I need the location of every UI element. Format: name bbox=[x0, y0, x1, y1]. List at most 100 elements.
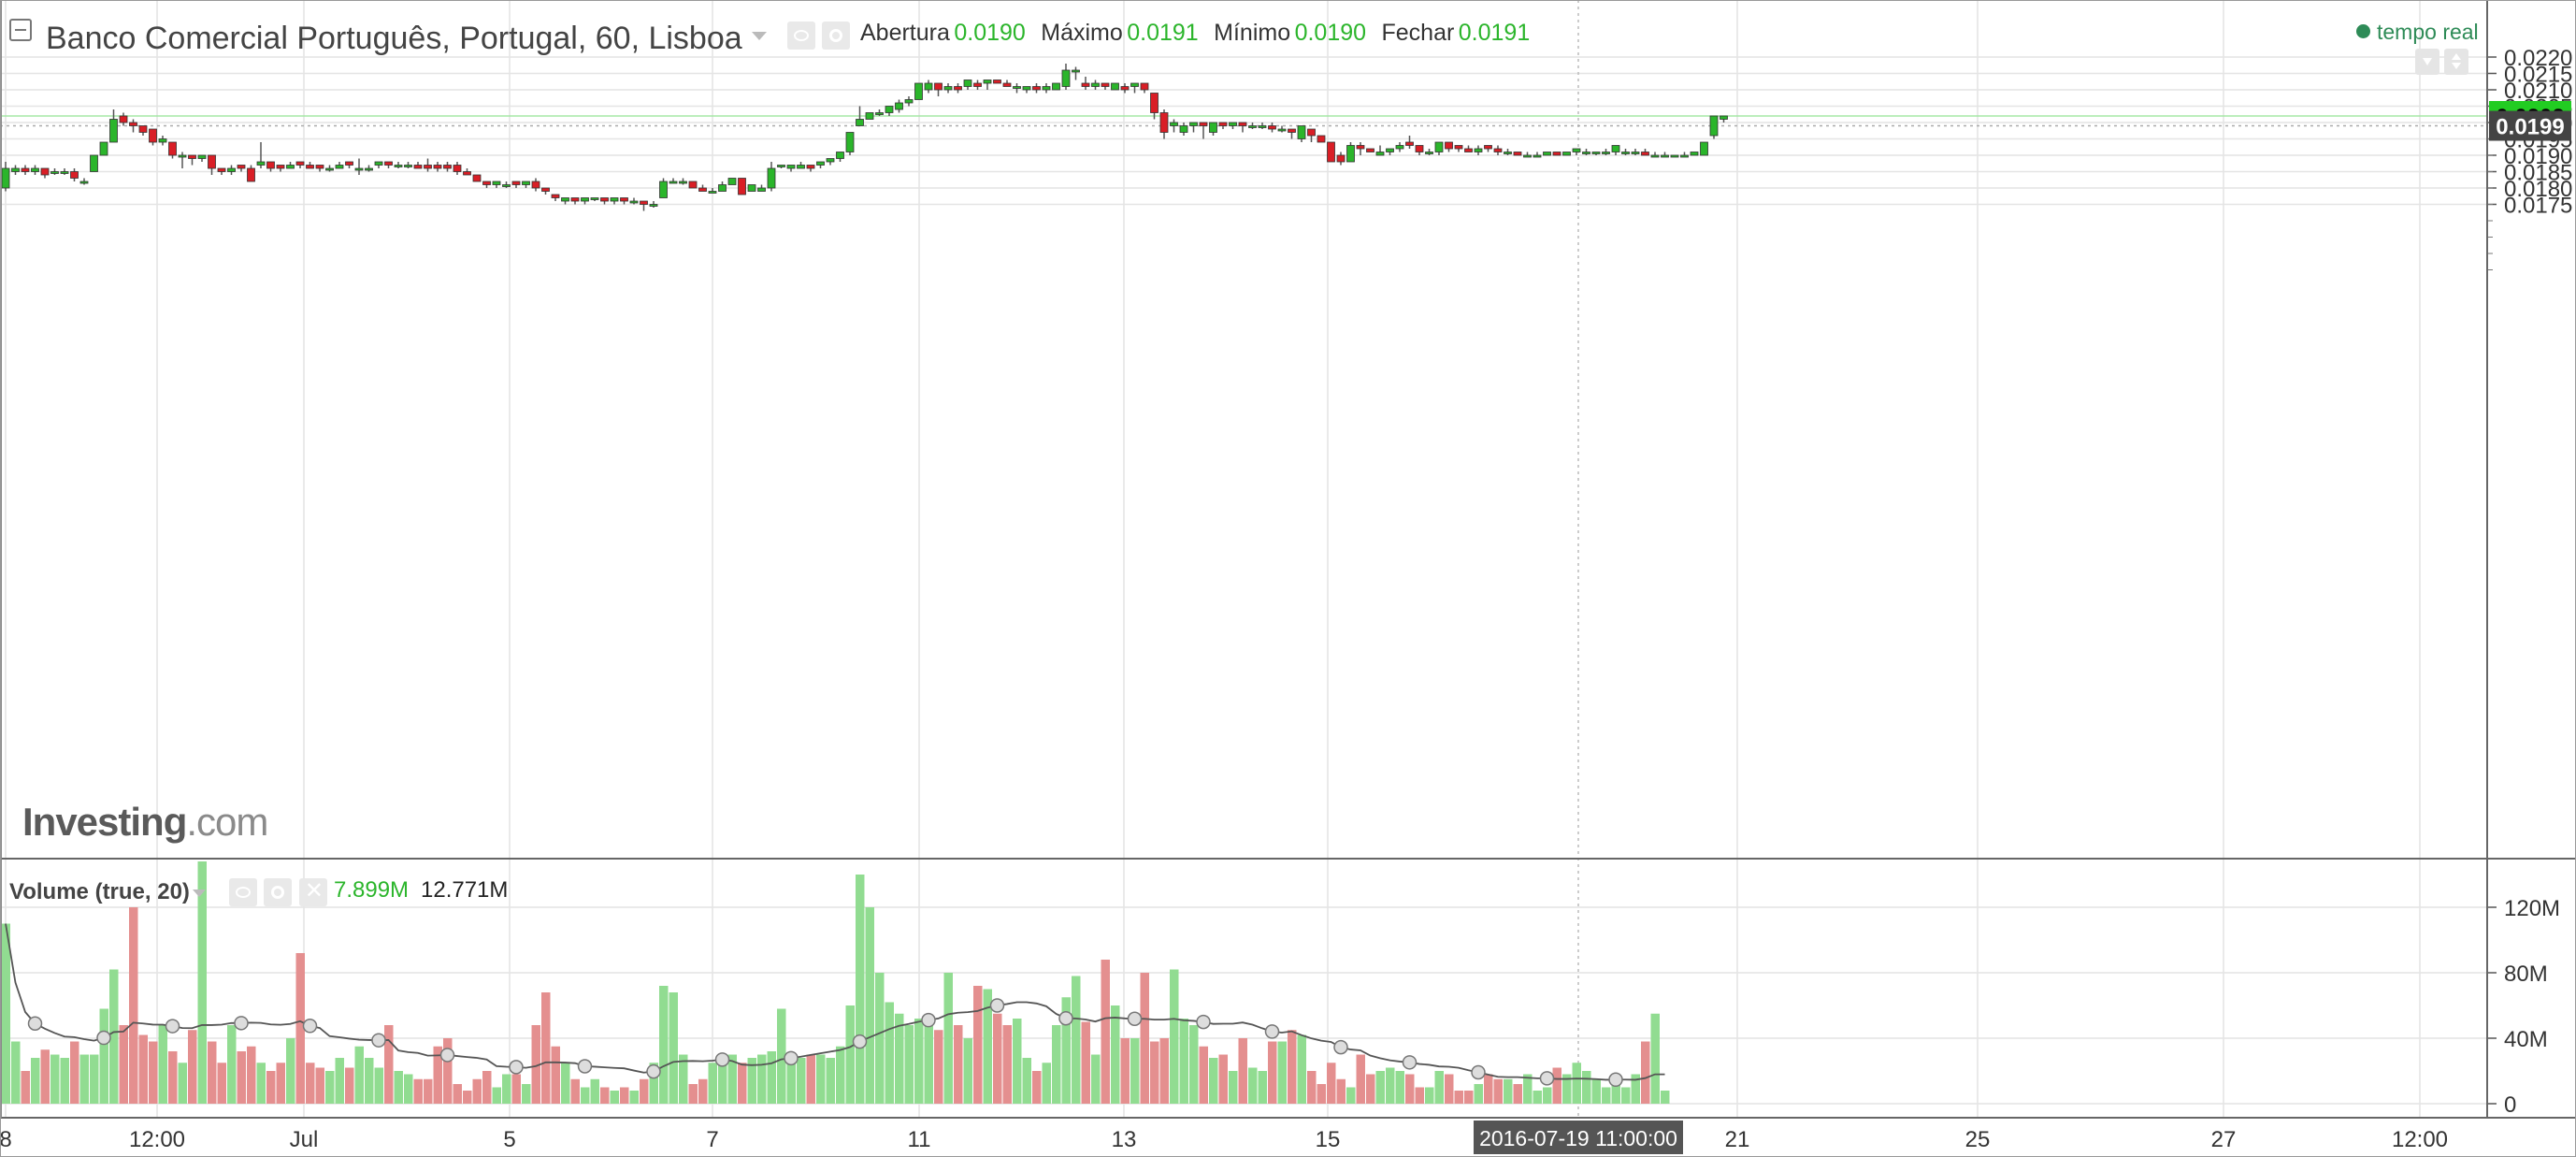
candle-down bbox=[934, 82, 943, 91]
volume-ma-marker bbox=[1127, 1011, 1143, 1027]
candle-down bbox=[1002, 82, 1012, 87]
volume-bar-down bbox=[208, 1041, 217, 1104]
volume-bar-up bbox=[610, 1091, 619, 1104]
volume-gear-icon[interactable] bbox=[264, 878, 293, 906]
candle-down bbox=[1336, 154, 1346, 163]
candle-down bbox=[472, 174, 482, 182]
time-tick-label: 5 bbox=[503, 1127, 515, 1152]
volume-ma-marker bbox=[852, 1034, 868, 1049]
volume-bar-up bbox=[11, 1041, 21, 1104]
candle-down bbox=[551, 194, 560, 198]
candle-down bbox=[954, 86, 962, 91]
volume-bar-down bbox=[620, 1087, 629, 1104]
volume-bar-up bbox=[904, 1025, 914, 1104]
candle-down bbox=[511, 181, 521, 185]
candle-up bbox=[914, 82, 923, 100]
candle-up bbox=[1523, 154, 1532, 158]
candle-down bbox=[806, 165, 815, 169]
volume-bar-up bbox=[365, 1058, 374, 1104]
volume-bar-up bbox=[757, 1054, 767, 1104]
volume-bar-up bbox=[1474, 1084, 1483, 1104]
gear-icon[interactable] bbox=[822, 22, 851, 50]
volume-bar-up bbox=[1425, 1087, 1434, 1104]
volume-eye-icon[interactable] bbox=[229, 878, 257, 906]
candle-up bbox=[836, 152, 844, 159]
volume-bar-up bbox=[885, 1002, 894, 1104]
volume-bar-up bbox=[1, 923, 10, 1104]
volume-bar-up bbox=[914, 1019, 924, 1104]
price-tick-label: 0.0210 bbox=[2504, 79, 2572, 104]
candle-up bbox=[1061, 69, 1071, 87]
volume-bar-down bbox=[276, 1063, 285, 1104]
candle-down bbox=[531, 181, 540, 189]
candle-up bbox=[816, 161, 825, 166]
candle-up bbox=[1650, 154, 1660, 158]
volume-bar-up bbox=[1562, 1074, 1572, 1104]
volume-bar-up bbox=[286, 1038, 295, 1104]
candle-up bbox=[629, 200, 639, 204]
price-tick-label: 0.0190 bbox=[2504, 144, 2572, 169]
candle-up bbox=[1052, 82, 1060, 91]
candle-down bbox=[688, 181, 698, 189]
candle-down bbox=[1513, 152, 1522, 156]
candle-down bbox=[168, 141, 177, 156]
candle-up bbox=[885, 106, 894, 113]
volume-bar-up bbox=[1346, 1087, 1356, 1104]
volume-bar-up bbox=[1395, 1071, 1404, 1104]
volume-bar-down bbox=[806, 1054, 815, 1104]
volume-bar-up bbox=[895, 1013, 904, 1104]
ohlc-close-value: 0.0191 bbox=[1458, 20, 1531, 46]
candle-up bbox=[1022, 86, 1031, 91]
collapse-pane-icon[interactable] bbox=[9, 19, 32, 41]
volume-bar-down bbox=[1493, 1078, 1503, 1104]
volume-value: 7.899M bbox=[334, 877, 410, 903]
volume-bar-up bbox=[325, 1071, 335, 1104]
volume-bar-down bbox=[511, 1074, 521, 1104]
volume-chevron-down-icon[interactable] bbox=[193, 889, 206, 897]
candle-up bbox=[1661, 154, 1669, 158]
volume-bar-up bbox=[816, 1054, 826, 1104]
volume-bar-down bbox=[1159, 1038, 1169, 1104]
volume-bar-down bbox=[1032, 1071, 1042, 1104]
candle-up bbox=[1091, 82, 1100, 87]
volume-bar-up bbox=[747, 1058, 756, 1104]
eye-icon[interactable] bbox=[787, 22, 815, 50]
candle-up bbox=[354, 167, 364, 171]
candle-up bbox=[708, 191, 717, 194]
volume-bar-down bbox=[640, 1078, 649, 1104]
candle-down bbox=[424, 165, 432, 169]
candle-up bbox=[404, 165, 412, 167]
volume-bar-up bbox=[924, 1021, 933, 1104]
chevron-down-icon[interactable] bbox=[752, 32, 767, 40]
scroll-down-icon[interactable] bbox=[2415, 49, 2439, 75]
volume-bar-up bbox=[826, 1058, 835, 1104]
candle-down bbox=[453, 165, 462, 172]
volume-bar-up bbox=[1650, 1013, 1660, 1104]
volume-bar-up bbox=[227, 1025, 237, 1104]
candle-up bbox=[374, 161, 383, 166]
volume-ma-marker bbox=[1471, 1064, 1486, 1080]
volume-close-icon[interactable]: ✕ bbox=[298, 878, 327, 906]
volume-bar-down bbox=[1002, 1025, 1012, 1104]
ohlc-open-label: Abertura bbox=[860, 20, 950, 46]
candle-up bbox=[1720, 115, 1728, 120]
candle-down bbox=[1484, 145, 1492, 150]
candle-up bbox=[1209, 122, 1217, 133]
volume-bar-down bbox=[482, 1071, 492, 1104]
volume-bar-down bbox=[217, 1063, 226, 1104]
candle-down bbox=[1101, 82, 1110, 87]
volume-bar-down bbox=[1120, 1038, 1130, 1104]
ohlc-high-label: Máximo bbox=[1041, 20, 1123, 46]
candle-down bbox=[345, 161, 353, 166]
scroll-up-down-icon[interactable] bbox=[2444, 49, 2468, 75]
volume-bar-down bbox=[1199, 1046, 1208, 1104]
candle-up bbox=[158, 138, 167, 143]
volume-bar-down bbox=[1218, 1054, 1228, 1104]
candle-up bbox=[1229, 122, 1237, 126]
volume-bar-up bbox=[1189, 1025, 1199, 1104]
price-tick-label: 0.0180 bbox=[2504, 177, 2572, 202]
volume-bar-up bbox=[99, 1008, 108, 1104]
candle-up bbox=[286, 165, 295, 169]
crosshair-time-text: 2016-07-19 11:00:00 bbox=[1479, 1126, 1677, 1150]
